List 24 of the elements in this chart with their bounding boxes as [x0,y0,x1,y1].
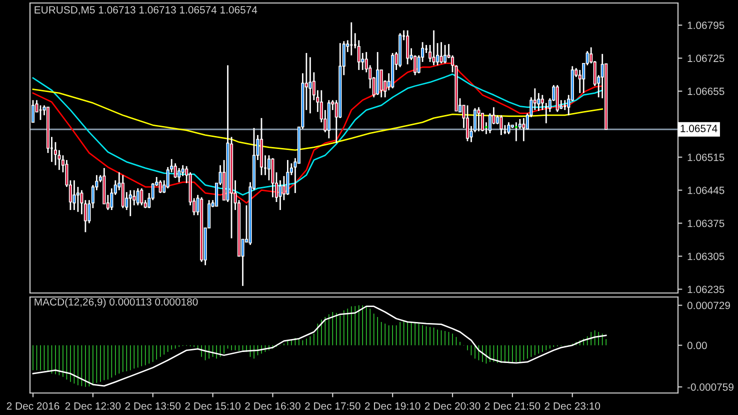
chart-title: MACD(12,26,9) 0.000113 0.000180 [34,298,198,308]
x-tick-label: 2 Dec 17:50 [305,402,360,410]
y-tick-label: 1.06305 [688,252,724,260]
y-tick-label: 0.000729 [687,302,730,310]
x-tick-label: 2 Dec 19:10 [365,402,420,410]
x-tick-label: 2 Dec 23:10 [544,402,600,410]
x-tick-label: 2 Dec 13:50 [125,402,181,410]
ref-line-label: 1.06574 [680,124,718,132]
y-tick-label: 1.06655 [688,88,724,96]
x-tick-label: 2 Dec 21:50 [484,402,540,410]
x-tick-label: 2 Dec 12:30 [65,402,121,410]
y-tick-label: 1.06445 [688,186,724,194]
y-tick-label: 1.06795 [688,22,724,30]
y-tick-label: 1.06375 [688,220,724,228]
x-tick-label: 2 Dec 2016 [6,402,60,410]
y-tick-label: -0.000759 [687,383,734,391]
y-tick-label: 0.00 [687,342,707,350]
x-tick-label: 2 Dec 15:10 [185,402,240,410]
y-tick-label: 1.06725 [688,54,724,62]
x-tick-label: 2 Dec 16:30 [245,402,300,410]
y-tick-label: 1.06515 [688,154,724,162]
chart-title: EURUSD,M5 1.06713 1.06713 1.06574 1.06574 [34,6,258,15]
x-tick-label: 2 Dec 20:30 [424,402,480,410]
y-tick-label: 1.06235 [688,286,724,294]
